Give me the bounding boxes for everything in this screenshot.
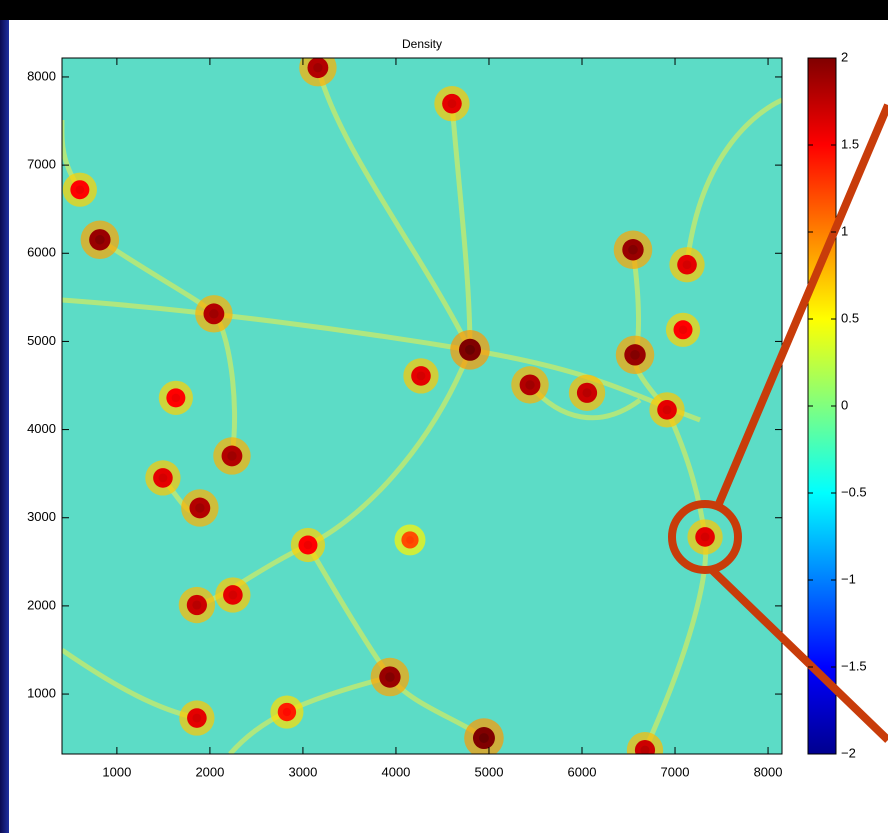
x-tick-label: 2000	[195, 764, 224, 779]
halo-core	[701, 533, 710, 542]
halo-core	[448, 99, 457, 108]
halo-core	[313, 63, 322, 72]
y-tick-label: 8000	[27, 68, 56, 83]
halo-core	[209, 309, 218, 318]
colorbar-tick-label: 2	[841, 49, 848, 64]
colorbar-tick-label: −1.5	[841, 658, 867, 673]
colorbar-tick-label: −2	[841, 745, 856, 760]
halo-core	[417, 371, 426, 380]
halo-core	[582, 388, 591, 397]
halo-core	[159, 473, 168, 482]
halo-core	[479, 733, 489, 743]
halo-core	[195, 503, 204, 512]
halo-core	[192, 714, 201, 723]
colorbar-tick-label: 0	[841, 397, 848, 412]
y-tick-label: 3000	[27, 509, 56, 524]
halo-core	[172, 394, 181, 403]
x-tick-label: 8000	[754, 764, 783, 779]
halo-core	[192, 600, 201, 609]
halo-core	[683, 260, 692, 269]
halo-core	[525, 380, 534, 389]
halo-core	[628, 245, 638, 255]
y-tick-label: 2000	[27, 597, 56, 612]
y-tick-label: 4000	[27, 421, 56, 436]
halo-core	[227, 451, 236, 460]
halo-core	[95, 235, 105, 245]
halo-core	[385, 672, 395, 682]
colorbar-tick-label: −1	[841, 571, 856, 586]
x-tick-label: 6000	[568, 764, 597, 779]
colorbar-tick-label: 1	[841, 223, 848, 238]
x-tick-label: 1000	[102, 764, 131, 779]
halo-core	[465, 345, 475, 355]
halo-core	[228, 591, 237, 600]
halo-core	[640, 746, 649, 755]
x-tick-label: 3000	[288, 764, 317, 779]
halo-core	[304, 541, 313, 550]
x-tick-label: 5000	[475, 764, 504, 779]
figure: Density 1000 2000 3000 4000 5000 6000 7000 8000…	[0, 0, 888, 833]
left-edge	[0, 20, 9, 833]
colorbar-tick-label: 1.5	[841, 136, 859, 151]
y-tick-label: 6000	[27, 245, 56, 260]
x-tick-label: 4000	[381, 764, 410, 779]
halo-core	[283, 708, 291, 716]
colorbar-tick-label: 0.5	[841, 310, 859, 325]
chart-title: Density	[402, 37, 442, 51]
halo-core	[630, 350, 640, 360]
y-tick-label: 5000	[27, 333, 56, 348]
halo-core	[663, 405, 672, 414]
page: {"chart_data": { "type": "heatmap", "tit…	[0, 0, 888, 833]
halo-core	[679, 326, 688, 335]
colorbar-tick-label: −0.5	[841, 484, 867, 499]
y-tick-label: 1000	[27, 685, 56, 700]
halo-core	[406, 536, 414, 544]
y-tick-label: 7000	[27, 157, 56, 172]
x-tick-label: 7000	[661, 764, 690, 779]
halo-core	[76, 185, 85, 194]
